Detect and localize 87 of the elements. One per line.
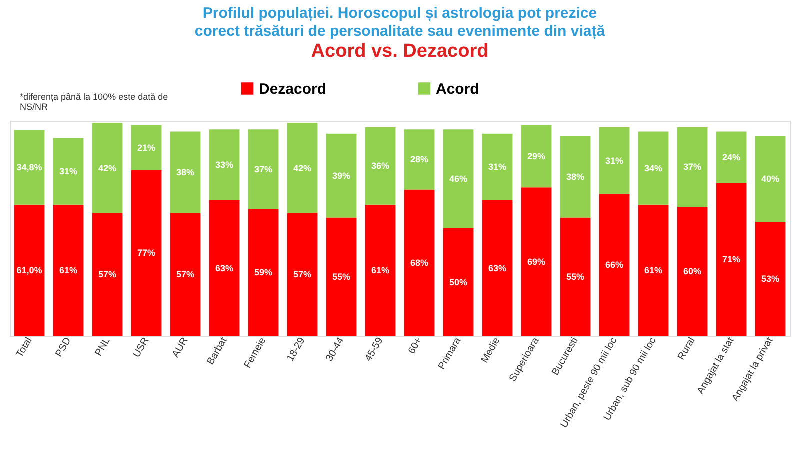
chart-title: Profilul populației. Horoscopul și astrologia pot prezice corect trăsături de personalitate sau evenimente din viață (194, 5, 606, 40)
data-label: 21% (137, 142, 156, 153)
bar (53, 204, 84, 336)
bar (287, 123, 318, 214)
bar (638, 204, 669, 336)
bar (248, 209, 279, 336)
bar (170, 132, 201, 214)
data-label: 36% (371, 161, 390, 172)
data-label: 37% (254, 164, 273, 174)
legend-label: Acord (436, 80, 480, 98)
bar (209, 130, 240, 201)
bar (365, 204, 396, 336)
data-label: 31% (605, 156, 624, 166)
data-label: 69% (527, 256, 546, 267)
data-label: 33% (215, 160, 234, 170)
data-label: 59% (254, 268, 273, 278)
bar (326, 134, 357, 218)
bar (677, 127, 708, 207)
x-tick-label: PNL (93, 336, 113, 358)
bar (326, 218, 357, 336)
data-label: 24% (722, 152, 741, 163)
bar (365, 127, 396, 205)
bar (404, 130, 435, 190)
bar (521, 125, 552, 188)
data-label: 37% (683, 162, 702, 172)
data-label: 28% (410, 154, 429, 165)
bar (482, 134, 513, 201)
bar (638, 132, 669, 205)
bar (404, 190, 435, 336)
bar (131, 125, 162, 170)
data-label: 34% (644, 163, 663, 174)
bar (599, 127, 630, 194)
bar (209, 200, 240, 336)
bar (560, 218, 591, 336)
data-label: 61% (644, 265, 663, 276)
data-label: 63% (488, 263, 507, 274)
data-label: 61,0% (16, 265, 42, 276)
bar (248, 130, 279, 210)
data-label: 50% (449, 277, 468, 288)
data-label: 77% (137, 248, 156, 258)
data-label: 31% (488, 162, 507, 172)
data-label: 34,8% (16, 162, 42, 172)
bar (755, 222, 786, 336)
data-label: 39% (332, 170, 351, 181)
bar (599, 194, 630, 336)
bar (14, 130, 45, 205)
data-label: 38% (176, 168, 195, 178)
data-label: 55% (332, 272, 351, 282)
bar (716, 132, 747, 184)
legend-label: Dezacord (259, 80, 327, 98)
bar (677, 207, 708, 336)
data-label: 57% (176, 270, 195, 280)
data-label: 66% (605, 260, 624, 270)
bar (443, 228, 474, 336)
chart-subtitle: Acord vs. Dezacord (311, 41, 489, 62)
data-label: 57% (293, 270, 312, 280)
data-label: 46% (449, 174, 468, 184)
bar (443, 130, 474, 228)
data-label: 57% (98, 270, 117, 280)
data-label: 40% (761, 174, 780, 184)
bar (131, 170, 162, 336)
data-label: 61% (59, 265, 78, 276)
data-label: 68% (410, 258, 429, 268)
data-label: 38% (566, 172, 585, 182)
bar (482, 200, 513, 336)
bar (92, 213, 123, 336)
data-label: 61% (371, 265, 390, 276)
data-label: 60% (683, 266, 702, 276)
bar (716, 183, 747, 336)
data-label: 42% (98, 163, 117, 174)
bar (14, 204, 45, 336)
bar (287, 213, 318, 336)
data-label: 53% (761, 274, 780, 284)
data-label: 29% (527, 151, 546, 162)
bar (53, 138, 84, 205)
data-label: 42% (293, 163, 312, 174)
bar (521, 188, 552, 336)
data-label: 71% (722, 254, 741, 265)
bar (755, 136, 786, 222)
bar (170, 213, 201, 336)
data-label: 63% (215, 263, 234, 274)
bar (560, 136, 591, 218)
data-label: 55% (566, 272, 585, 282)
x-tick-label: 60+ (406, 336, 425, 356)
data-label: 31% (59, 166, 78, 177)
text: *diferența până la 100% este dată de NS/NR (20, 92, 170, 112)
bar (92, 123, 123, 214)
